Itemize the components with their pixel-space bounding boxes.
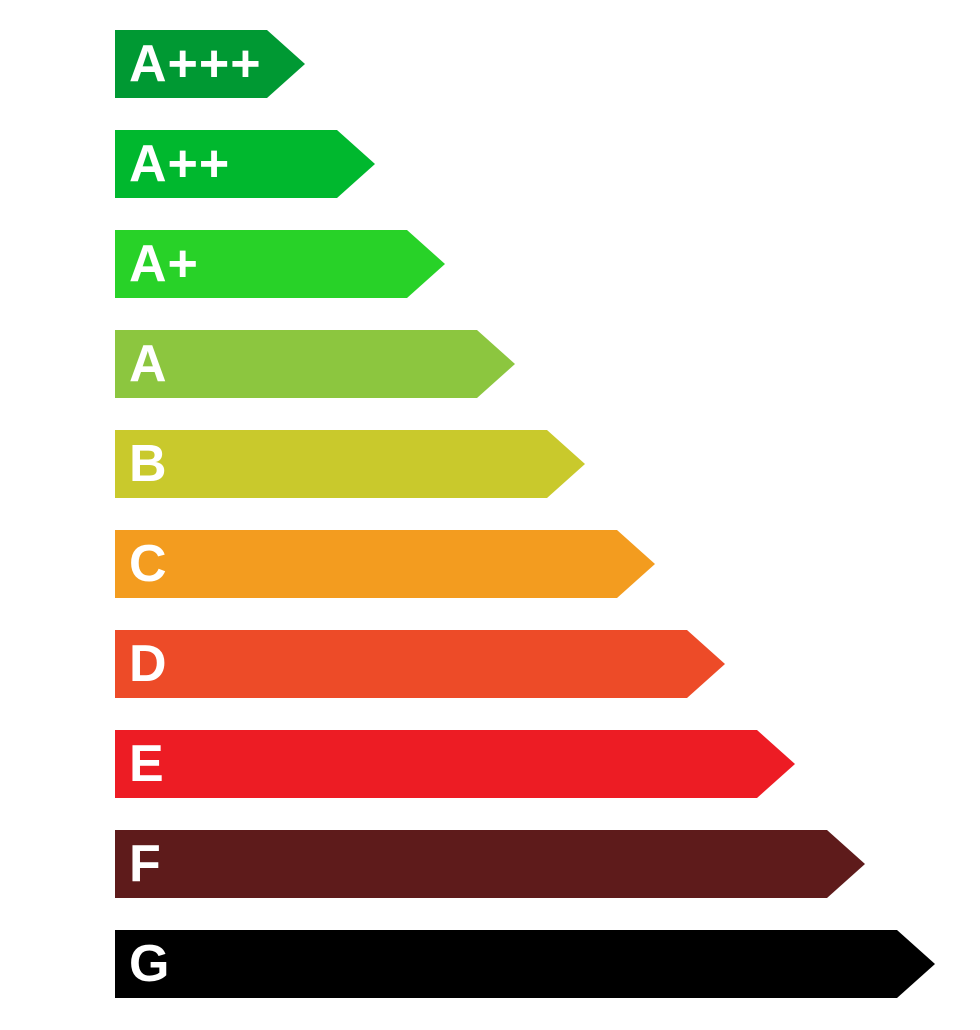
rating-row: A++: [115, 130, 875, 198]
rating-label: A+++: [129, 34, 262, 94]
rating-row: A+++: [115, 30, 875, 98]
rating-label: B: [129, 434, 168, 494]
rating-label: F: [129, 834, 162, 894]
rating-label: G: [129, 934, 170, 994]
rating-row: G: [115, 930, 875, 998]
rating-label: E: [129, 734, 165, 794]
rating-label: A+: [129, 234, 199, 294]
rating-row: C: [115, 530, 875, 598]
rating-arrow-icon: [115, 430, 585, 498]
rating-arrow-icon: [115, 330, 515, 398]
rating-row: A+: [115, 230, 875, 298]
rating-row: F: [115, 830, 875, 898]
rating-arrow-icon: [115, 530, 655, 598]
rating-row: A: [115, 330, 875, 398]
rating-label: A: [129, 334, 168, 394]
rating-arrow-icon: [115, 730, 795, 798]
energy-rating-chart: A+++ A++ A+ ABCDEFG: [115, 30, 875, 1030]
rating-arrow-icon: [115, 630, 725, 698]
rating-arrow-icon: [115, 830, 865, 898]
rating-label: C: [129, 534, 168, 594]
rating-row: B: [115, 430, 875, 498]
rating-label: A++: [129, 134, 230, 194]
rating-label: D: [129, 634, 168, 694]
rating-arrow-icon: [115, 930, 935, 998]
rating-row: E: [115, 730, 875, 798]
rating-row: D: [115, 630, 875, 698]
